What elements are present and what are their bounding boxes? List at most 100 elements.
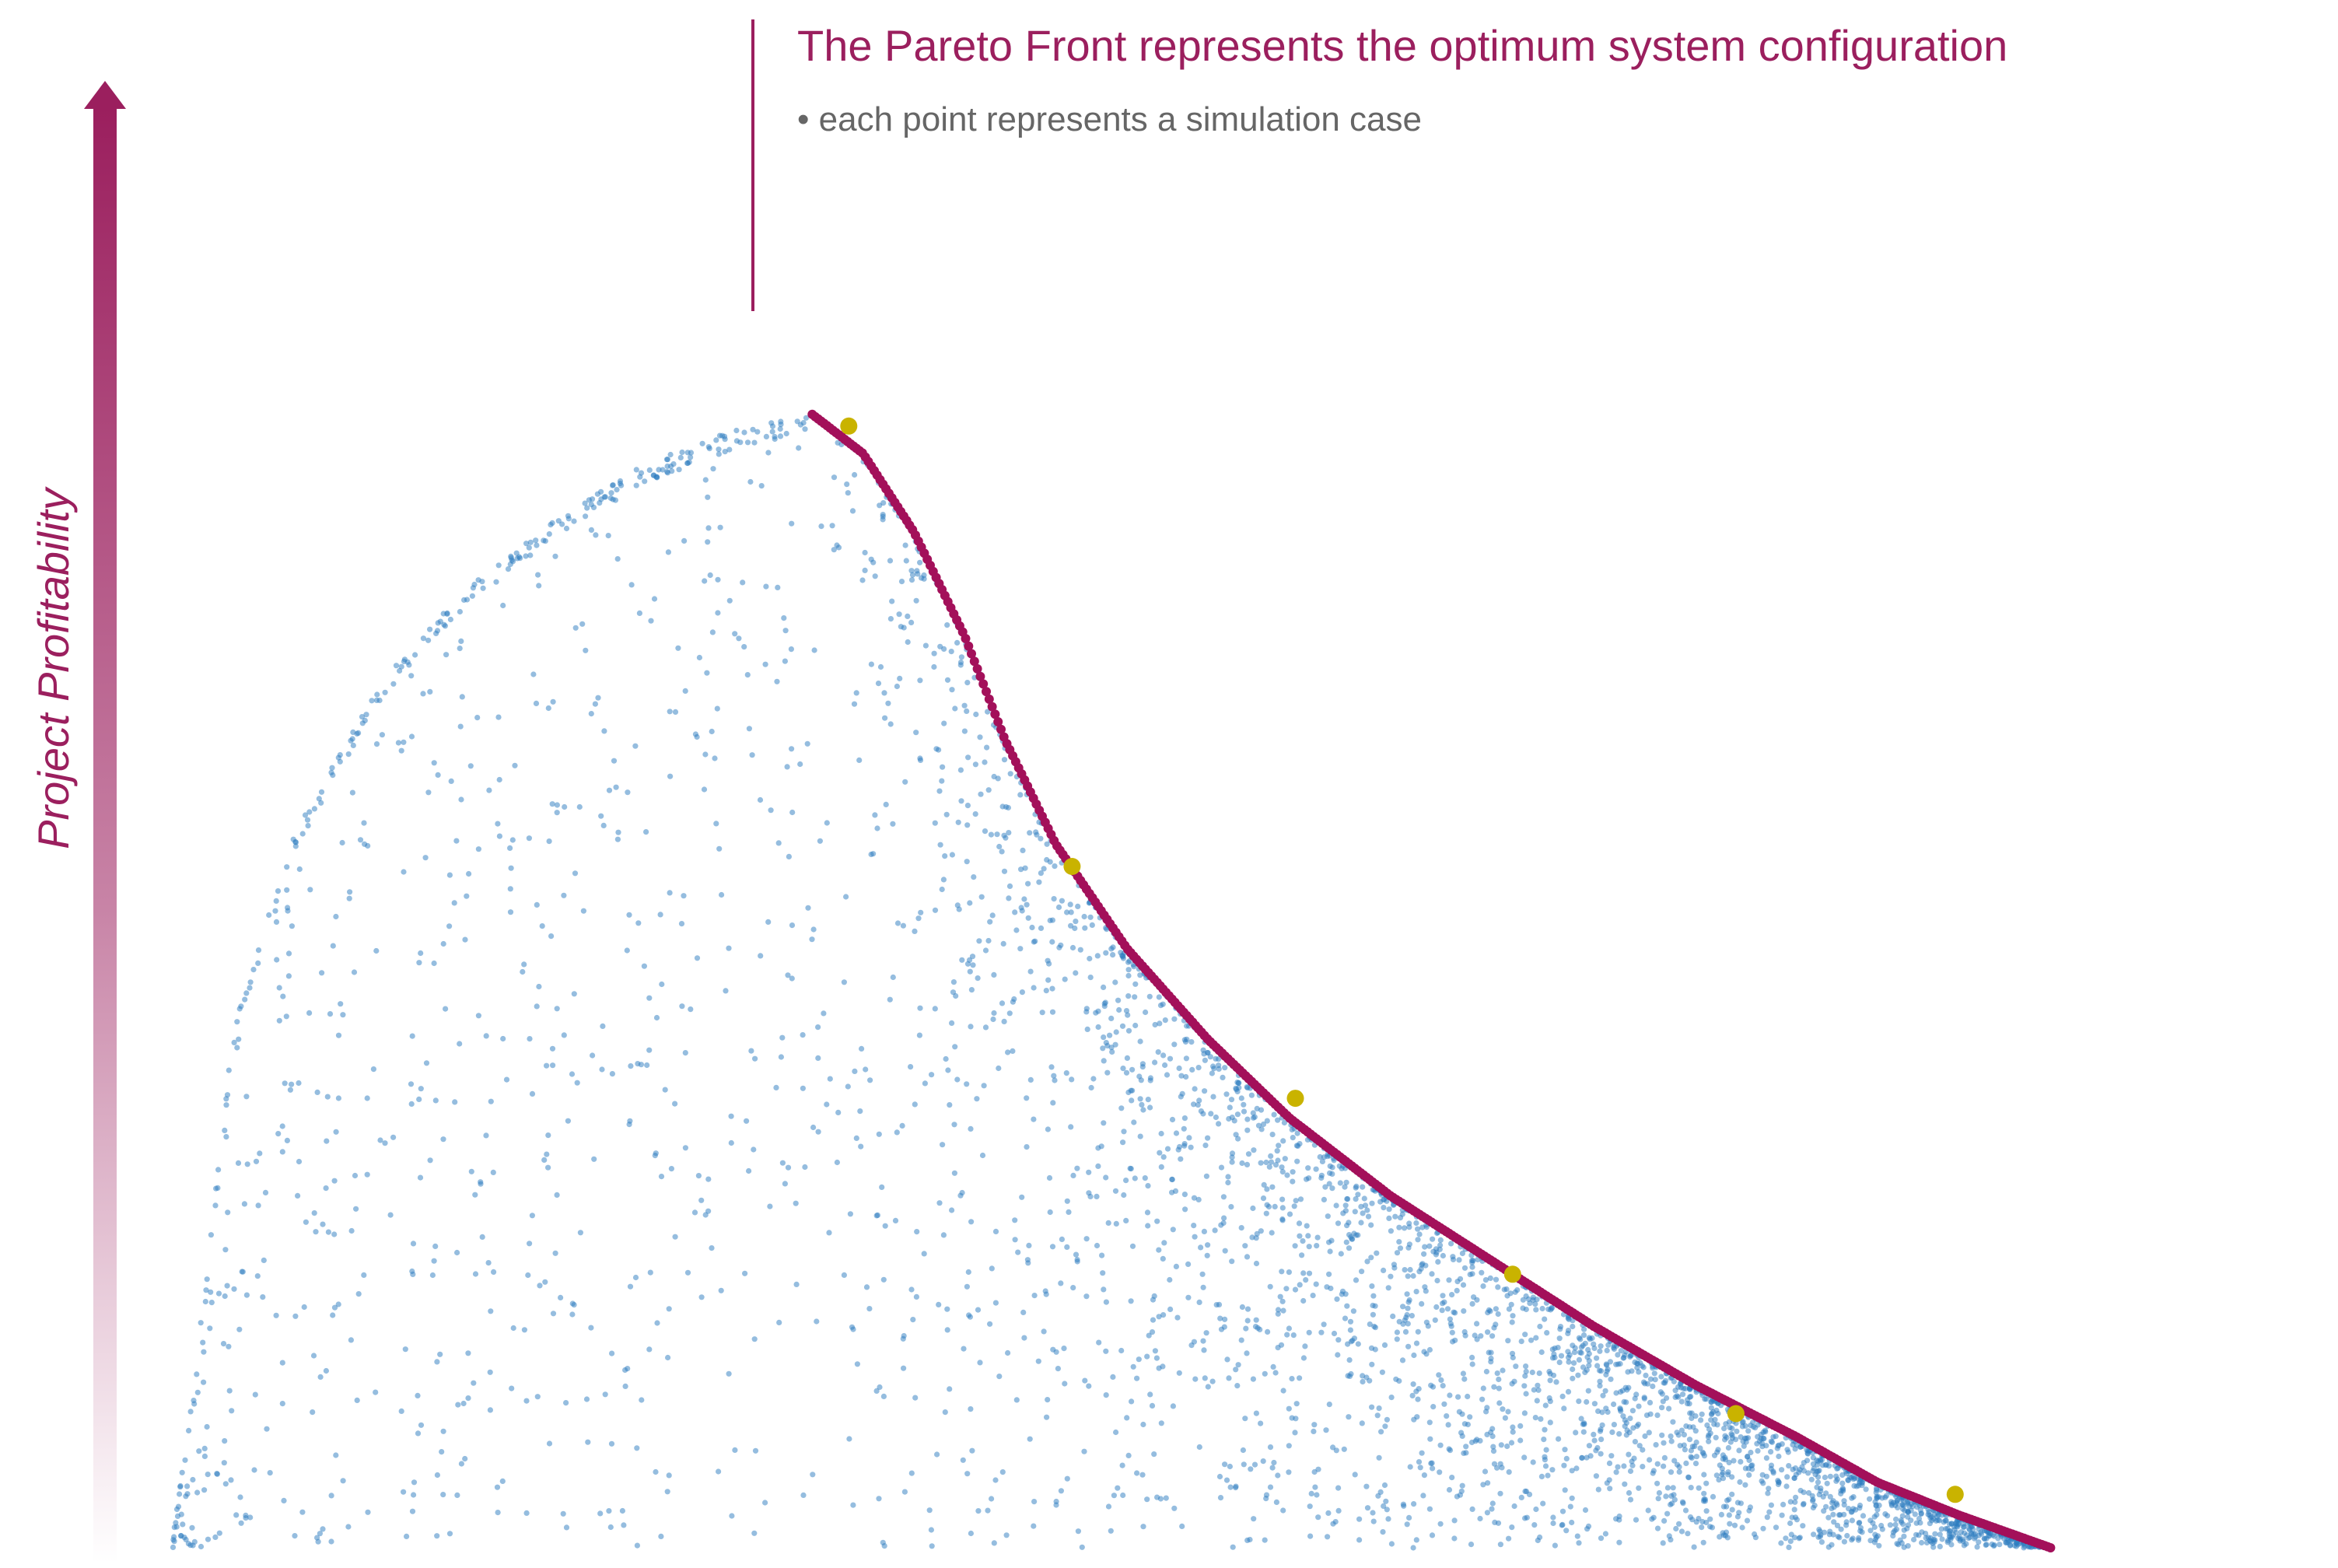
case-point [1289,1126,1295,1133]
case-point [1189,1066,1195,1073]
case-point [1343,1179,1349,1185]
case-point [1594,1444,1601,1451]
case-point [912,1395,919,1401]
case-point [667,451,674,458]
case-point [985,937,992,944]
case-point [320,1526,326,1532]
case-point [545,1164,551,1171]
case-point [396,667,403,674]
case-point [1437,1521,1444,1527]
case-point [1113,1429,1119,1436]
y-axis-arrow-head [84,81,126,109]
case-point [1244,1161,1251,1167]
case-point [1456,1409,1462,1415]
case-point [902,542,908,548]
case-point [957,767,964,773]
case-point [1569,1495,1575,1501]
case-point [1700,1498,1707,1504]
case-point [1392,1213,1398,1220]
case-point [369,698,375,704]
case-point [659,981,665,988]
case-point [1269,1230,1275,1236]
case-point [1358,1203,1364,1209]
case-point [1830,1511,1836,1517]
case-point [1221,1215,1227,1221]
case-point [968,1125,974,1132]
case-point [917,1005,923,1011]
case-point [401,869,407,875]
case-point [1991,1533,1997,1539]
case-point [552,1250,558,1256]
case-point [1255,1325,1261,1331]
case-point [1433,1304,1440,1311]
case-point [1427,1436,1433,1442]
case-point [1337,1180,1343,1186]
case-point [599,1066,605,1073]
case-point [785,972,791,978]
case-point [1449,1329,1455,1335]
case-point [737,439,744,446]
case-point [592,701,599,707]
case-point [688,450,695,456]
case-point [340,1478,346,1484]
case-point [950,979,957,985]
case-point [939,886,945,893]
case-point [965,1269,971,1276]
case-point [353,1206,359,1212]
case-point [434,1472,441,1479]
case-point [1220,1074,1226,1080]
case-point [1363,1483,1370,1489]
case-point [416,960,422,966]
case-point [273,919,280,925]
case-point [1643,1372,1649,1378]
case-point [1072,925,1078,932]
case-point [1710,1493,1717,1500]
case-point [1241,1108,1248,1115]
case-point [1163,1495,1169,1501]
case-point [323,1185,329,1192]
case-point [1598,1535,1605,1542]
case-point [638,1062,645,1068]
case-point [1120,1492,1126,1499]
case-point [255,1202,261,1209]
case-point [1052,1077,1058,1083]
case-point [1849,1517,1855,1524]
case-point [667,773,674,779]
case-point [1250,1205,1256,1212]
case-point [1718,1511,1724,1517]
case-point [390,1134,397,1140]
case-point [1521,1383,1528,1389]
case-point [1613,1469,1619,1475]
case-point [2017,1540,2023,1547]
case-point [411,1492,417,1498]
case-point [464,893,470,899]
case-point [1326,1402,1332,1408]
case-point [1144,1353,1150,1360]
case-point [882,1223,888,1229]
case-point [1216,1473,1223,1480]
case-point [872,812,878,818]
case-point [508,555,514,561]
case-point [609,1071,616,1077]
case-point [1118,1347,1125,1354]
case-point [1021,896,1027,902]
case-point [665,1354,671,1361]
case-point [1600,1392,1606,1398]
case-point [899,1122,905,1129]
case-point [815,1024,821,1031]
case-point [549,1045,556,1052]
case-point [619,1507,626,1514]
case-point [913,597,919,604]
case-point [1192,1376,1199,1382]
case-point [287,1087,293,1093]
case-point [1584,1398,1590,1405]
case-point [1119,1462,1125,1468]
case-point [1234,1383,1241,1389]
case-point [1160,1001,1166,1007]
case-point [1105,1220,1111,1226]
case-point [852,471,858,478]
case-point [1335,1507,1342,1514]
case-point [872,573,878,579]
case-point [1720,1456,1726,1462]
case-point [1303,1277,1309,1283]
